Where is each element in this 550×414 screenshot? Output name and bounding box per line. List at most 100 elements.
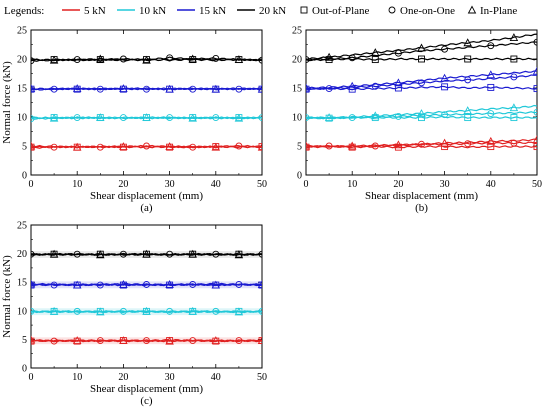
data-point	[211, 336, 221, 344]
data-point	[533, 143, 537, 151]
data-point	[119, 336, 128, 344]
data-point	[371, 48, 380, 57]
data-point	[306, 141, 311, 150]
legend-label: Out-of-Plane	[312, 5, 370, 17]
data-point	[31, 279, 36, 288]
x-tick-label: 40	[486, 179, 496, 190]
data-point	[96, 307, 105, 316]
data-point	[165, 142, 174, 151]
legend-entry-load: 10 kN	[117, 5, 166, 17]
legend-entry-load: 20 kN	[237, 5, 286, 17]
data-point	[306, 83, 311, 92]
data-point	[31, 57, 35, 65]
legend-entry-marker: Out-of-Plane	[300, 5, 370, 17]
data-point	[257, 142, 262, 151]
series-line	[306, 111, 537, 120]
data-point	[257, 280, 262, 288]
y-tick-label: 25	[17, 26, 27, 37]
data-point	[49, 113, 59, 122]
x-tick-label: 10	[347, 179, 357, 190]
data-point	[463, 38, 472, 47]
series-line	[31, 87, 262, 91]
y-tick-label: 15	[292, 84, 302, 95]
panel-label: (a)	[140, 202, 153, 214]
legend-entry-marker: One-on-One	[388, 5, 455, 17]
series-line	[31, 144, 262, 149]
data-point	[143, 142, 150, 150]
chart-panel-1: 0 10 20 30 40 50 0 5 10 15 20 25 Shear displacement …	[1, 26, 267, 215]
series-line	[31, 116, 262, 120]
data-point	[257, 336, 262, 344]
x-tick-label: 50	[257, 372, 267, 383]
legend-label: 10 kN	[139, 5, 166, 17]
chart-panel-3: 0 10 20 30 40 50 0 5 10 15 20 25 Shear displacement …	[1, 221, 267, 408]
data-point	[486, 136, 496, 145]
series-line	[31, 56, 262, 62]
data-point	[258, 143, 262, 151]
data-point	[464, 114, 472, 122]
y-tick-label: 0	[22, 364, 27, 375]
data-point	[509, 103, 519, 112]
series-group	[31, 249, 262, 345]
series-15kn-triangle	[31, 84, 262, 93]
y-tick-label: 25	[17, 221, 27, 232]
x-axis-label: Shear displacement (mm)	[365, 190, 478, 202]
data-point	[142, 55, 151, 64]
data-point	[394, 140, 403, 149]
data-point	[31, 84, 36, 93]
x-tick-label: 10	[72, 372, 82, 383]
x-tick-label: 40	[211, 372, 221, 383]
data-point	[371, 111, 380, 120]
data-point	[142, 249, 151, 258]
data-point	[418, 55, 425, 63]
data-point	[394, 78, 403, 87]
data-point	[347, 141, 357, 150]
data-point	[441, 111, 449, 119]
y-tick-label: 20	[17, 249, 27, 260]
data-point	[532, 66, 537, 75]
circle-marker-icon	[388, 6, 396, 14]
data-point	[211, 142, 221, 151]
chart-panel-2: 0 10 20 30 40 50 0 5 10 15 20 25 Shear displacement …	[292, 26, 542, 215]
square-marker-icon	[300, 6, 308, 14]
data-point	[440, 138, 449, 147]
series-10kn-triangle	[31, 113, 262, 122]
series-15kn-triangle	[31, 279, 262, 289]
data-point	[533, 85, 537, 93]
data-point	[234, 113, 244, 122]
x-tick-label: 0	[29, 179, 34, 190]
data-point	[211, 84, 221, 93]
data-point	[49, 306, 59, 315]
series-line	[306, 138, 537, 148]
data-point	[441, 83, 449, 91]
y-axis-label: Normal force (kN)	[1, 61, 13, 144]
series-20kn-triangle	[306, 33, 537, 61]
data-point	[142, 306, 151, 315]
y-tick-label: 5	[22, 335, 27, 346]
y-tick-label: 25	[292, 26, 302, 37]
data-point	[119, 142, 128, 151]
x-tick-label: 50	[532, 179, 542, 190]
data-point	[417, 43, 426, 52]
data-point	[440, 73, 449, 82]
x-tick-label: 0	[29, 372, 34, 383]
data-point	[324, 113, 334, 122]
data-point	[31, 335, 36, 344]
series-line	[306, 70, 537, 90]
data-point	[463, 106, 472, 115]
series-group	[31, 54, 262, 151]
data-point	[510, 73, 518, 81]
data-point	[487, 110, 495, 117]
data-point	[188, 306, 197, 315]
series-5kn-triangle	[306, 135, 537, 150]
data-point	[119, 280, 128, 288]
x-axis-label: Shear displacement (mm)	[90, 190, 203, 202]
data-point	[49, 249, 59, 258]
legend-title: Legends:	[4, 5, 44, 17]
data-point	[73, 56, 81, 64]
legend: Legends: 5 kN 10 kN 15 kN 20 kN Out-of-Plane O…	[4, 5, 517, 17]
series-line	[31, 338, 262, 343]
legend-entry-load: 15 kN	[177, 5, 226, 17]
